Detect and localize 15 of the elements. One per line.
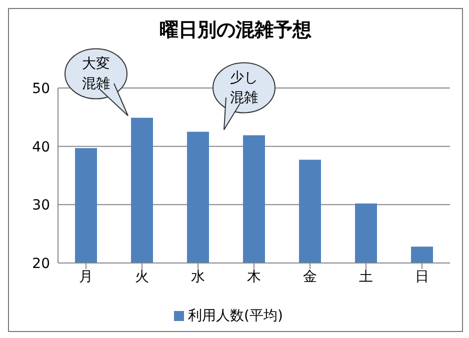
x-tick-label: 日 — [415, 268, 429, 285]
x-tick-label: 木 — [247, 268, 261, 285]
y-tick-label: 50 — [32, 80, 50, 97]
x-tick-label: 金 — [303, 268, 317, 285]
y-tick-label: 30 — [32, 198, 50, 214]
annotation: 少し混雑 — [230, 70, 258, 106]
x-tick-label: 土 — [359, 268, 373, 285]
y-tick-label: 40 — [32, 139, 50, 156]
y-tick-label: 20 — [32, 256, 50, 272]
x-tick-label: 月 — [79, 268, 93, 285]
annotation: 大変混雑 — [82, 56, 110, 92]
x-tick-label: 火 — [135, 268, 149, 285]
chart-title: 曜日別の混雑予想 — [158, 18, 312, 43]
x-tick-label: 水 — [191, 268, 205, 285]
legend-label: 利用人数(平均) — [188, 308, 283, 324]
